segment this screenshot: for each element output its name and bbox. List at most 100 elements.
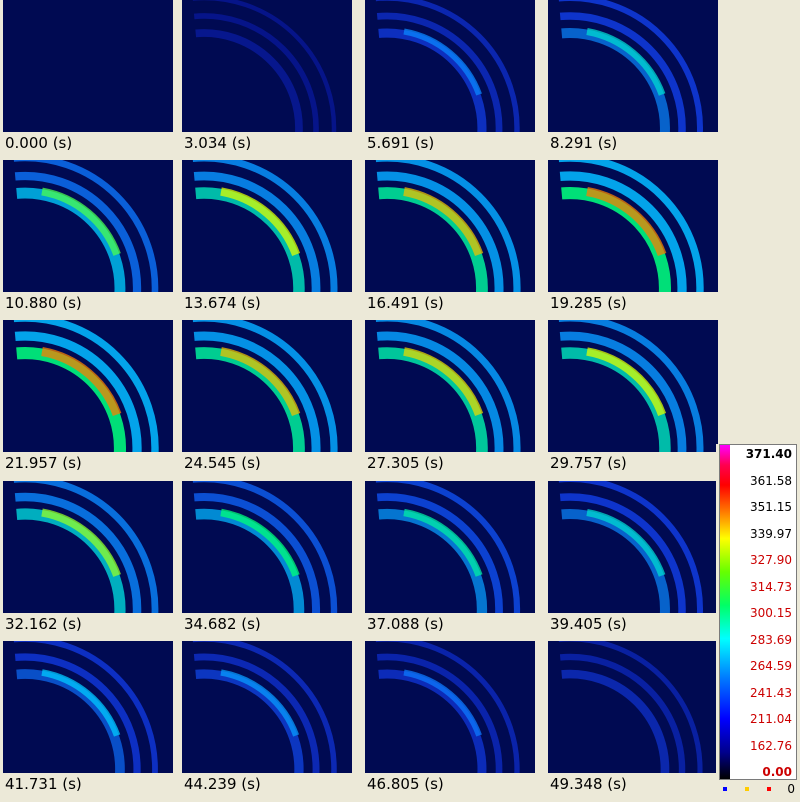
scale-value-label: 283.69 [750, 632, 792, 647]
thermal-ring-image [375, 320, 521, 452]
hot-zone [41, 508, 121, 577]
heat-ring [192, 481, 338, 613]
thermal-frame: 13.674 (s) [179, 160, 358, 320]
frame-time-label: 27.305 (s) [367, 454, 444, 472]
hot-zone [220, 187, 301, 257]
frame-time-label: 8.291 (s) [550, 134, 618, 152]
thermal-frame: 10.880 (s) [0, 160, 179, 320]
thermal-ring-image [375, 160, 521, 292]
heat-ring [193, 492, 321, 613]
heat-ring [376, 12, 503, 132]
heat-ring [376, 653, 503, 773]
scale-value-label: 327.90 [750, 553, 792, 567]
hot-zone [403, 28, 482, 96]
heat-ring [193, 171, 321, 292]
frame-time-label: 46.805 (s) [367, 775, 444, 793]
thermal-frame-grid: 0.000 (s) 3.034 (s) 5.691 (s) 8.291 (s) 10.8… [0, 0, 718, 801]
hot-zone [586, 28, 666, 96]
heat-ring [558, 320, 704, 452]
scale-value-label: 0.00 [762, 765, 792, 779]
thermal-image [548, 641, 718, 773]
thermal-frame: 41.731 (s) [0, 641, 179, 801]
frame-time-label: 21.957 (s) [5, 454, 82, 472]
scale-value-label: 351.15 [750, 500, 792, 514]
thermal-frame: 44.239 (s) [179, 641, 358, 801]
heat-ring [561, 669, 670, 773]
hot-zone [220, 508, 300, 577]
heat-ring [376, 493, 503, 613]
frame-time-label: 3.034 (s) [184, 134, 252, 152]
thermal-ring-image [375, 641, 520, 773]
legend-marker [767, 787, 771, 791]
thermal-frame: 39.405 (s) [545, 481, 724, 641]
heat-ring [192, 641, 337, 773]
hot-zone [586, 187, 667, 257]
heat-ring [195, 29, 303, 132]
heat-ring [375, 641, 520, 773]
color-scale-box: 371.40 361.58 351.15 339.97 327.90 314.73 300.… [719, 444, 797, 780]
thermal-image [365, 160, 535, 292]
hot-zone [403, 347, 484, 417]
scale-value-label: 314.73 [750, 579, 792, 594]
thermal-frame: 24.545 (s) [179, 320, 358, 480]
thermal-image [3, 0, 173, 132]
heat-ring [559, 171, 687, 292]
thermal-ring-image [558, 0, 703, 132]
thermal-image [3, 160, 173, 292]
heat-ring [13, 641, 158, 773]
thermal-frame: 29.757 (s) [545, 320, 724, 480]
scale-value-label: 339.97 [750, 526, 792, 541]
thermal-frame: 37.088 (s) [362, 481, 541, 641]
scale-value-label: 300.15 [750, 606, 792, 620]
thermal-frame: 16.491 (s) [362, 160, 541, 320]
heat-ring [192, 320, 338, 452]
thermal-image [3, 641, 173, 773]
scale-value-label: 241.43 [750, 685, 792, 700]
hot-zone [403, 187, 484, 257]
thermal-ring-image [558, 641, 703, 773]
heat-ring [13, 160, 159, 292]
thermal-ring-image [3, 0, 173, 132]
legend-marker [723, 787, 727, 791]
thermal-ring-image [375, 481, 521, 613]
thermal-image [548, 0, 718, 132]
legend-marker [745, 787, 749, 791]
thermal-frame: 0.000 (s) [0, 0, 179, 160]
hot-zone [403, 508, 483, 577]
heat-ring [192, 160, 338, 292]
thermal-image [182, 641, 352, 773]
heat-ring [193, 13, 319, 132]
heat-ring [558, 0, 703, 132]
frame-time-label: 49.348 (s) [550, 775, 627, 793]
hot-zone [220, 347, 301, 417]
frame-time-label: 16.491 (s) [367, 294, 444, 312]
heat-ring [13, 320, 159, 452]
thermal-frame: 8.291 (s) [545, 0, 724, 160]
hot-zone [403, 669, 482, 737]
thermal-frame: 19.285 (s) [545, 160, 724, 320]
heat-ring [378, 28, 487, 132]
hot-zone [586, 509, 666, 577]
scale-value-label: 211.04 [750, 712, 792, 726]
thermal-frame: 21.957 (s) [0, 320, 179, 480]
heat-ring [378, 669, 487, 773]
thermal-image [548, 481, 718, 613]
heat-ring [559, 331, 687, 452]
heat-ring [375, 160, 521, 292]
heat-ring [559, 493, 686, 613]
thermal-image [365, 641, 535, 773]
heat-ring [14, 492, 142, 613]
heat-ring [375, 481, 521, 613]
frame-time-label: 19.285 (s) [550, 294, 627, 312]
thermal-image [3, 481, 173, 613]
heat-ring [376, 171, 504, 292]
thermal-ring-image [192, 0, 337, 132]
heat-ring [559, 12, 686, 132]
heat-ring [14, 331, 142, 452]
heat-ring [14, 171, 142, 292]
hot-zone [41, 347, 122, 417]
frame-time-label: 24.545 (s) [184, 454, 261, 472]
thermal-image [365, 481, 535, 613]
frame-time-label: 29.757 (s) [550, 454, 627, 472]
thermal-ring-image [192, 481, 338, 613]
